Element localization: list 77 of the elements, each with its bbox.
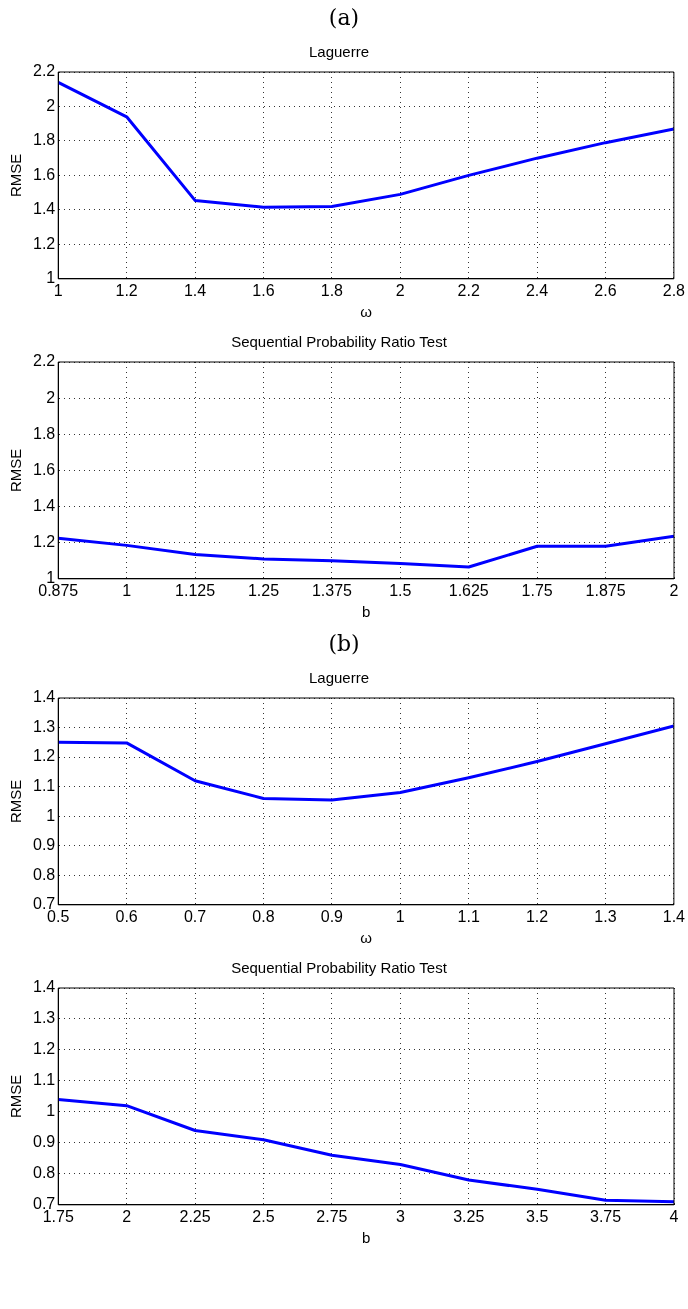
y-tick-label: 1.1 [32,777,56,795]
x-tick-label: 2.25 [179,1207,211,1225]
x-tick-label: 2.75 [316,1207,348,1225]
y-tick-label: 2.2 [32,352,56,370]
y-tick-label: 0.8 [32,1164,56,1182]
y-tick-label: 1.3 [32,1009,56,1027]
y-tick-label: 1 [46,269,56,287]
x-tick-label: 1 [122,581,132,599]
y-tick-label: 1.4 [32,496,56,514]
x-tick-label: 2.2 [457,281,480,299]
y-axis-title: RMSE [7,779,25,824]
y-tick-label: 2 [46,388,56,406]
y-tick-label: 1.2 [32,747,56,765]
x-tick-label: 1.1 [457,907,480,925]
y-tick-label: 1.2 [32,533,56,551]
y-tick-label: 2.2 [32,62,56,80]
x-tick-label: 1.3 [594,907,617,925]
x-tick-label: 1.4 [183,281,207,299]
text: (a) [327,4,361,32]
y-tick-label: 1 [46,806,56,824]
y-tick-label: 0.9 [32,1133,56,1151]
y-tick-label: 1.3 [32,717,56,735]
x-tick-label: 4 [669,1207,679,1225]
y-tick-label: 1 [46,1102,56,1120]
y-tick-label: 1.6 [32,165,56,183]
y-axis-title: RMSE [7,448,25,493]
y-tick-label: 1.2 [32,234,56,252]
y-tick-label: 1.4 [32,978,56,996]
y-tick-label: 0.9 [32,836,56,854]
x-tick-label: 2 [122,1207,132,1225]
x-axis-title: b [361,1229,371,1247]
x-tick-label: 1.4 [662,907,686,925]
x-tick-label: 1.375 [311,581,353,599]
x-tick-label: 0.7 [183,907,207,925]
x-tick-label: 1.6 [252,281,275,299]
y-tick-label: 1.8 [32,131,56,149]
x-axis-title: ω [360,929,373,947]
x-tick-label: 1.25 [247,581,280,599]
y-axis-title: RMSE [7,1074,25,1119]
x-tick-label: 1.625 [448,581,489,599]
y-tick-label: 1.4 [32,688,56,706]
chart-title: Sequential Probability Ratio Test [231,333,448,351]
x-tick-label: 2 [669,581,679,599]
x-tick-label: 2.4 [525,281,549,299]
x-axis-title: ω [360,303,373,321]
y-tick-label: 1.1 [32,1071,56,1089]
x-tick-label: 3.5 [526,1207,549,1225]
y-tick-label: 1.4 [32,200,56,218]
x-tick-label: 0.9 [320,907,344,925]
x-tick-label: 2.5 [252,1207,275,1225]
y-axis-title: RMSE [7,153,25,198]
x-tick-label: 1.875 [585,581,626,599]
chart-title: Laguerre [308,43,370,61]
x-tick-label: 3 [395,1207,405,1225]
x-tick-label: 2.8 [662,281,686,299]
x-tick-label: 2 [395,281,405,299]
x-tick-label: 0.8 [252,907,275,925]
chart-title: Laguerre [308,669,370,687]
x-tick-label: 3.75 [590,1207,622,1225]
x-tick-label: 1 [395,907,405,925]
x-tick-label: 2.6 [594,281,617,299]
y-tick-label: 1.8 [32,424,56,442]
y-tick-label: 0.8 [32,865,56,883]
x-tick-label: 1.2 [525,907,549,925]
y-tick-label: 1.6 [32,460,56,478]
x-axis-title: b [361,603,371,621]
y-tick-label: 2 [46,96,56,114]
x-tick-label: 3.25 [453,1207,485,1225]
x-tick-label: 0.6 [115,907,138,925]
x-tick-label: 1.5 [389,581,412,599]
x-tick-label: 1.2 [115,281,138,299]
x-tick-label: 1.8 [320,281,344,299]
text: (b) [327,630,361,658]
x-tick-label: 1.125 [175,581,216,599]
y-tick-label: 1.2 [32,1040,56,1058]
chart-title: Sequential Probability Ratio Test [231,959,448,977]
x-tick-label: 1.75 [521,581,553,599]
